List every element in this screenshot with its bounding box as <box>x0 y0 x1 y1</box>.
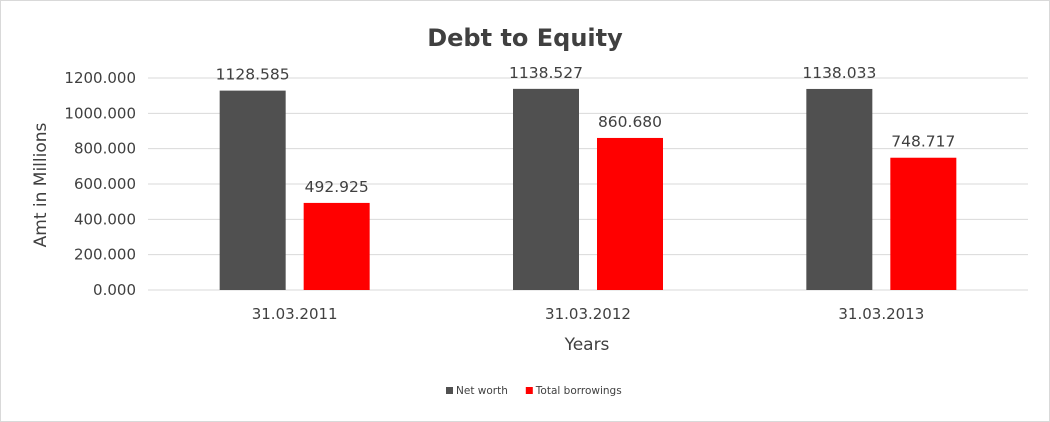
y-tick-label: 1200.000 <box>64 69 136 87</box>
legend-label: Net worth <box>456 385 508 397</box>
x-category-label: 31.03.2013 <box>838 305 924 323</box>
legend-label: Total borrowings <box>535 385 622 397</box>
y-tick-label: 0.000 <box>93 281 136 299</box>
legend-item: Total borrowings <box>525 385 622 397</box>
chart-title: Debt to Equity <box>427 24 623 52</box>
data-label: 860.680 <box>598 113 662 131</box>
y-tick-label: 1000.000 <box>64 104 136 122</box>
x-category-label: 31.03.2012 <box>545 305 631 323</box>
legend-item: Net worth <box>446 385 508 397</box>
data-label: 748.717 <box>891 133 955 151</box>
legend-swatch <box>446 387 453 394</box>
bar-total-borrowings <box>303 202 370 290</box>
data-labels: 1128.585 492.925 1138.527 860.680 1138.033 74… <box>216 64 956 196</box>
bars <box>219 88 957 290</box>
data-label: 1138.033 <box>802 64 876 82</box>
x-category-label: 31.03.2011 <box>252 305 338 323</box>
bar-net-worth <box>219 90 286 290</box>
bar-total-borrowings <box>597 137 663 290</box>
x-axis-categories: 31.03.2011 31.03.2012 31.03.2013 <box>252 305 925 323</box>
y-tick-label: 800.000 <box>74 140 136 158</box>
bar-total-borrowings <box>890 157 957 290</box>
y-tick-label: 600.000 <box>74 175 136 193</box>
y-axis-label: Amt in Millions <box>31 122 51 247</box>
legend-swatch <box>525 387 533 394</box>
x-axis-label: Years <box>564 335 610 355</box>
data-label: 492.925 <box>305 178 369 196</box>
data-label: 1138.527 <box>509 64 583 82</box>
bar-net-worth <box>806 88 873 290</box>
legend: Net worth Total borrowings <box>446 385 622 397</box>
y-tick-label: 200.000 <box>74 246 136 264</box>
y-axis-ticks: 0.000 200.000 400.000 600.000 800.000 1000.00… <box>64 69 136 299</box>
data-label: 1128.585 <box>216 66 290 84</box>
gridlines <box>148 77 1028 291</box>
y-tick-label: 400.000 <box>74 210 136 228</box>
bar-net-worth <box>513 88 579 290</box>
